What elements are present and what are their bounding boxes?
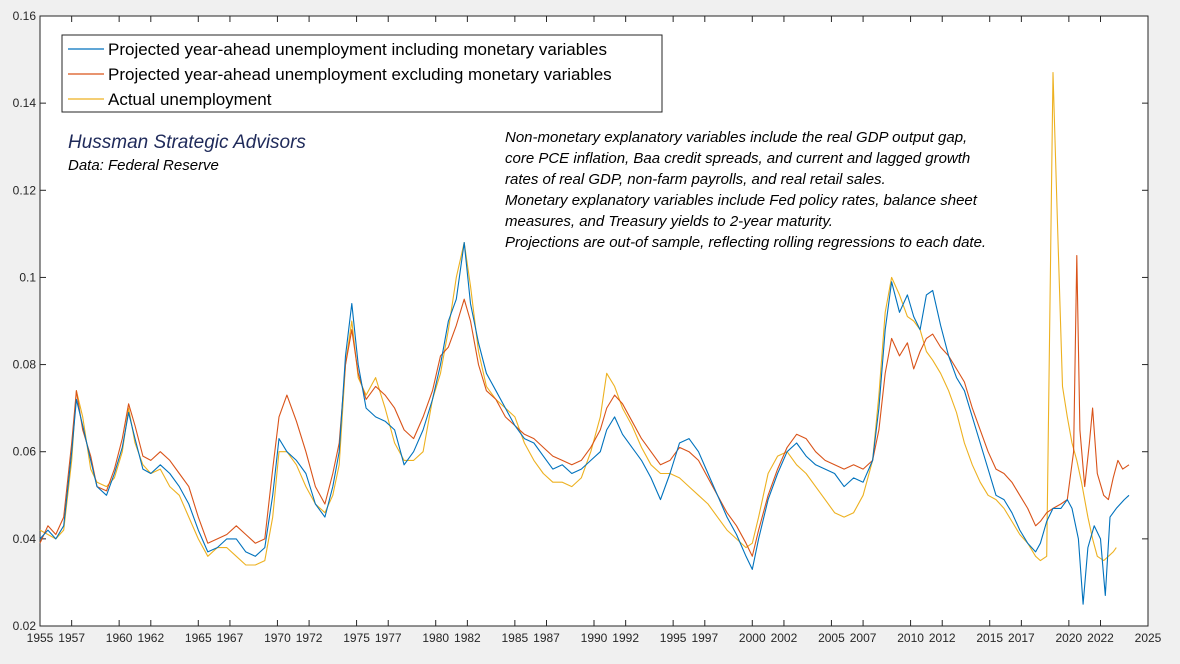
x-axis: 1955 1957 1960 1962 1965 1967 1970 1972 1975 1977… <box>27 16 1162 645</box>
x-tick-label: 1990 <box>581 631 608 645</box>
series-line-1 <box>39 242 1130 605</box>
x-tick-label: 2012 <box>929 631 956 645</box>
y-tick-label: 0.1 <box>19 270 36 284</box>
y-tick-label: 0.08 <box>13 358 37 372</box>
x-tick-label: 1960 <box>106 631 133 645</box>
x-tick-label: 1975 <box>343 631 370 645</box>
note-line: core PCE inflation, Baa credit spreads, … <box>505 150 970 167</box>
x-tick-label: 1955 <box>27 631 54 645</box>
y-tick-label: 0.16 <box>13 9 37 23</box>
note-line: Non-monetary explanatory variables inclu… <box>505 129 967 146</box>
brand-title: Hussman Strategic Advisors <box>68 132 306 153</box>
explanatory-note: Non-monetary explanatory variables inclu… <box>505 129 986 251</box>
y-tick-label: 0.04 <box>13 532 37 546</box>
x-tick-label: 2020 <box>1056 631 1083 645</box>
y-tick-label: 0.12 <box>13 183 37 197</box>
x-tick-label: 2007 <box>850 631 877 645</box>
x-tick-label: 1967 <box>217 631 244 645</box>
x-tick-label: 2005 <box>818 631 845 645</box>
x-tick-label: 2022 <box>1087 631 1114 645</box>
note-line: measures, and Treasury yields to 2-year … <box>505 213 833 230</box>
x-tick-label: 1977 <box>375 631 402 645</box>
legend: Projected year-ahead unemployment includ… <box>61 34 663 113</box>
y-axis: 0.02 0.04 0.06 0.08 0.1 0.12 0.14 0.16 <box>13 9 1148 633</box>
x-tick-label: 2010 <box>897 631 924 645</box>
y-tick-label: 0.14 <box>13 96 37 110</box>
y-tick-label: 0.02 <box>13 619 37 633</box>
x-tick-label: 1985 <box>502 631 529 645</box>
x-tick-label: 1992 <box>612 631 639 645</box>
x-tick-label: 1957 <box>58 631 85 645</box>
legend-label-1: Projected year-ahead unemployment includ… <box>108 40 607 59</box>
series-line-2 <box>39 255 1130 557</box>
x-tick-label: 2000 <box>739 631 766 645</box>
x-tick-label: 2025 <box>1135 631 1162 645</box>
y-tick-label: 0.06 <box>13 445 37 459</box>
note-line: rates of real GDP, non-farm payrolls, an… <box>505 171 886 188</box>
series-layer <box>39 72 1130 605</box>
x-tick-label: 2002 <box>771 631 798 645</box>
legend-box <box>61 34 663 113</box>
legend-label-3: Actual unemployment <box>108 90 272 109</box>
x-tick-label: 2015 <box>976 631 1003 645</box>
x-tick-label: 1995 <box>660 631 687 645</box>
x-tick-label: 1970 <box>264 631 291 645</box>
x-tick-label: 1987 <box>533 631 560 645</box>
x-tick-label: 1962 <box>137 631 164 645</box>
x-tick-label: 2017 <box>1008 631 1035 645</box>
plot-area <box>39 15 1149 627</box>
x-tick-label: 1997 <box>691 631 718 645</box>
x-tick-label: 1965 <box>185 631 212 645</box>
x-tick-label: 1980 <box>422 631 449 645</box>
x-tick-label: 1982 <box>454 631 481 645</box>
note-line: Monetary explanatory variables include F… <box>505 192 978 209</box>
series-line-3 <box>39 72 1117 566</box>
note-line: Projections are out-of sample, reflectin… <box>505 234 986 251</box>
legend-label-2: Projected year-ahead unemployment exclud… <box>108 65 612 84</box>
x-tick-label: 1972 <box>296 631 323 645</box>
source-note: Data: Federal Reserve <box>68 157 219 174</box>
